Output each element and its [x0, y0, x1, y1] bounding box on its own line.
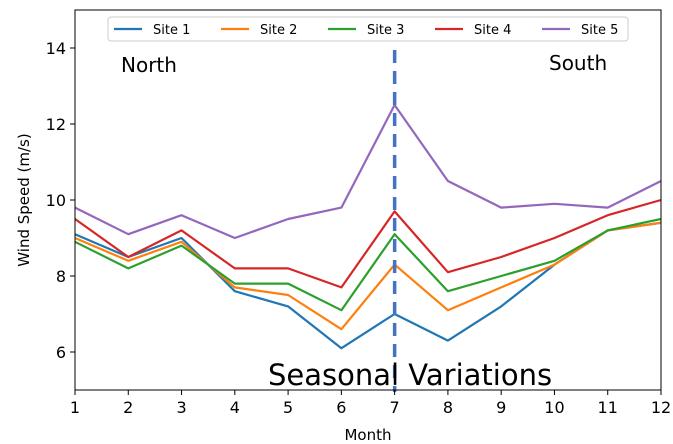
south-annotation: South [549, 51, 607, 75]
x-tick-label: 7 [390, 398, 400, 417]
x-tick-label: 11 [598, 398, 618, 417]
x-tick-label: 9 [496, 398, 506, 417]
x-tick-label: 3 [176, 398, 186, 417]
legend-label: Site 2 [260, 23, 297, 38]
x-tick-label: 8 [443, 398, 453, 417]
seasonal-variations-annotation: Seasonal Variations [268, 358, 552, 392]
series-line-1 [74, 221, 662, 350]
x-tick-label: 4 [230, 398, 240, 417]
legend: Site 1 Site 2 Site 3 Site 4 Site 5 [107, 16, 629, 42]
y-axis-label: Wind Speed (m/s) [15, 133, 33, 266]
legend-label: Site 1 [153, 23, 190, 38]
series-line-2 [74, 221, 662, 331]
y-tick-label: 10 [46, 191, 66, 210]
x-axis-label: Month [344, 426, 391, 444]
y-tick-label: 14 [46, 39, 66, 58]
series-line-5 [74, 103, 662, 240]
x-tick-label: 2 [123, 398, 133, 417]
y-tick-label: 8 [56, 267, 66, 286]
x-tick-label: 10 [544, 398, 564, 417]
legend-box [107, 16, 629, 42]
north-annotation: North [121, 53, 177, 77]
x-tick-label: 1 [70, 398, 80, 417]
x-tick-label: 5 [283, 398, 293, 417]
legend-label: Site 3 [367, 23, 404, 38]
x-tick-label: 6 [336, 398, 346, 417]
x-tick-label: 12 [651, 398, 671, 417]
plot-lines [74, 103, 662, 350]
y-tick-label: 6 [56, 343, 66, 362]
y-tick-label: 12 [46, 115, 66, 134]
legend-label: Site 4 [474, 23, 511, 38]
series-line-3 [74, 217, 662, 312]
legend-label: Site 5 [581, 23, 618, 38]
series-line-4 [74, 198, 662, 289]
